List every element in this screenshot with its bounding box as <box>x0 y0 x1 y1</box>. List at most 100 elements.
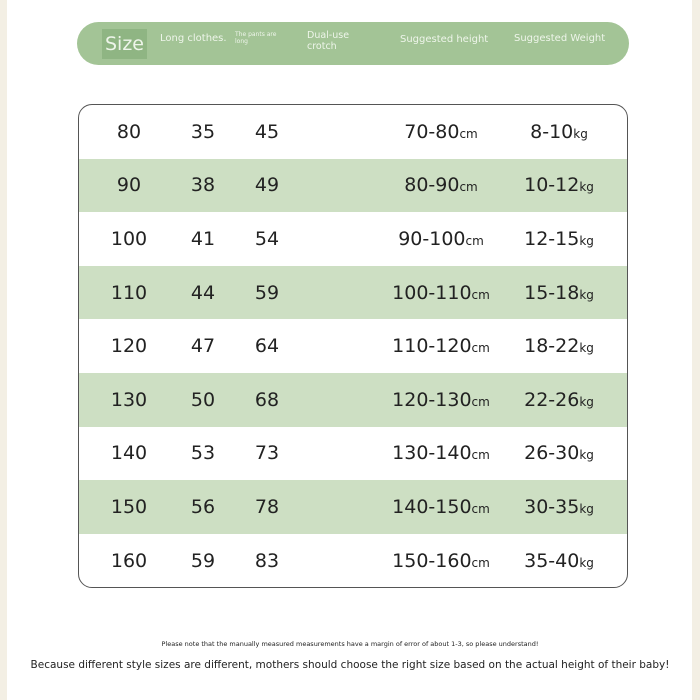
cell-size: 160 <box>111 550 147 572</box>
cell-pants-long-value: 54 <box>254 227 280 250</box>
table-row: 150 56 78 140-150cm 30-35kg <box>79 480 627 534</box>
cell-suggested-weight-value: 10-12 <box>524 174 580 197</box>
cell-size: 100 <box>111 228 147 250</box>
table-row: 90 38 49 80-90cm 10-12kg <box>79 158 627 213</box>
table-row: 140 53 73 130-140cm 26-30kg <box>79 427 627 481</box>
right-border <box>692 0 700 700</box>
cell-suggested-height-value: 90-100 <box>398 227 466 250</box>
header-long-clothes: Long clothes. <box>160 33 227 44</box>
cell-pants-long-value: 49 <box>254 174 280 197</box>
cell-size-value: 140 <box>110 442 148 465</box>
cell-long-clothes: 53 <box>191 442 215 464</box>
advice-note: Because different style sizes are differ… <box>30 659 670 671</box>
unit-label: kg <box>579 180 594 195</box>
unit-label: kg <box>573 126 588 141</box>
size-table: 80 35 45 70-80cm 8-10kg 90 38 49 80-90cm 10-12kg 1… <box>78 104 628 588</box>
cell-pants-long: 68 <box>255 389 279 411</box>
cell-suggested-height-value: 70-80 <box>404 120 460 143</box>
header-pants-long: The pants are long <box>235 31 277 45</box>
cell-suggested-height-value: 110-120 <box>392 335 472 358</box>
cell-suggested-height: 140-150cm <box>392 496 490 518</box>
unit-label: cm <box>471 501 490 516</box>
cell-suggested-height: 130-140cm <box>392 442 490 464</box>
cell-long-clothes: 56 <box>191 496 215 518</box>
cell-suggested-weight: 10-12kg <box>524 174 594 196</box>
table-row: 100 41 54 90-100cm 12-15kg <box>79 212 627 266</box>
cell-suggested-weight-value: 26-30 <box>524 442 580 465</box>
cell-size-value: 150 <box>110 495 148 518</box>
cell-suggested-height: 120-130cm <box>392 389 490 411</box>
cell-size: 90 <box>117 174 141 196</box>
cell-long-clothes: 50 <box>191 389 215 411</box>
cell-pants-long-value: 83 <box>254 549 280 572</box>
cell-long-clothes-value: 56 <box>190 495 216 518</box>
table-row: 80 35 45 70-80cm 8-10kg <box>79 105 627 159</box>
cell-suggested-height: 100-110cm <box>392 282 490 304</box>
cell-long-clothes-value: 38 <box>190 174 216 197</box>
cell-suggested-weight-value: 22-26 <box>524 388 580 411</box>
cell-long-clothes: 59 <box>191 550 215 572</box>
unit-label: kg <box>579 341 594 356</box>
unit-label: cm <box>459 126 478 141</box>
cell-suggested-weight: 22-26kg <box>524 389 594 411</box>
cell-suggested-height-value: 150-160 <box>392 549 472 572</box>
cell-suggested-height-value: 120-130 <box>392 388 472 411</box>
unit-label: kg <box>579 394 594 409</box>
cell-long-clothes: 41 <box>191 228 215 250</box>
cell-pants-long: 78 <box>255 496 279 518</box>
left-border <box>0 0 7 700</box>
cell-size: 150 <box>111 496 147 518</box>
cell-size-value: 110 <box>110 281 148 304</box>
cell-long-clothes-value: 41 <box>190 227 216 250</box>
unit-label: kg <box>579 233 594 248</box>
table-header: Size Long clothes. The pants are long Du… <box>77 22 629 65</box>
cell-long-clothes-value: 35 <box>190 120 216 143</box>
cell-suggested-height-value: 130-140 <box>392 442 472 465</box>
cell-pants-long: 64 <box>255 335 279 357</box>
cell-suggested-height: 80-90cm <box>404 174 478 196</box>
cell-suggested-height: 110-120cm <box>392 335 490 357</box>
cell-suggested-weight: 15-18kg <box>524 282 594 304</box>
cell-size-value: 130 <box>110 388 148 411</box>
cell-size: 120 <box>111 335 147 357</box>
cell-pants-long-value: 68 <box>254 388 280 411</box>
cell-size-value: 100 <box>110 227 148 250</box>
cell-long-clothes: 44 <box>191 282 215 304</box>
cell-pants-long: 49 <box>255 174 279 196</box>
cell-size-value: 80 <box>116 120 142 143</box>
cell-suggested-weight: 18-22kg <box>524 335 594 357</box>
cell-size: 130 <box>111 389 147 411</box>
cell-long-clothes: 35 <box>191 121 215 143</box>
cell-pants-long-value: 78 <box>254 495 280 518</box>
cell-size-value: 120 <box>110 335 148 358</box>
unit-label: cm <box>471 394 490 409</box>
unit-label: cm <box>471 341 490 356</box>
cell-pants-long-value: 59 <box>254 281 280 304</box>
header-suggested-height: Suggested height <box>400 34 489 45</box>
unit-label: kg <box>579 287 594 302</box>
cell-suggested-height: 150-160cm <box>392 550 490 572</box>
cell-size-value: 160 <box>110 549 148 572</box>
cell-suggested-weight: 26-30kg <box>524 442 594 464</box>
table-row: 130 50 68 120-130cm 22-26kg <box>79 372 627 427</box>
cell-suggested-weight: 35-40kg <box>524 550 594 572</box>
cell-suggested-weight-value: 12-15 <box>524 227 580 250</box>
cell-pants-long-value: 45 <box>254 120 280 143</box>
cell-size-value: 90 <box>116 174 142 197</box>
margin-note: Please note that the manually measured m… <box>161 640 539 648</box>
cell-suggested-weight: 12-15kg <box>524 228 594 250</box>
cell-long-clothes-value: 50 <box>190 388 216 411</box>
unit-label: cm <box>471 287 490 302</box>
cell-size: 80 <box>117 121 141 143</box>
cell-suggested-height-value: 80-90 <box>404 174 460 197</box>
cell-suggested-weight-value: 15-18 <box>524 281 580 304</box>
cell-suggested-weight: 30-35kg <box>524 496 594 518</box>
cell-suggested-height-value: 100-110 <box>392 281 472 304</box>
cell-suggested-weight-value: 18-22 <box>524 335 580 358</box>
table-row: 110 44 59 100-110cm 15-18kg <box>79 265 627 320</box>
cell-suggested-height: 90-100cm <box>398 228 484 250</box>
cell-pants-long: 83 <box>255 550 279 572</box>
cell-long-clothes-value: 44 <box>190 281 216 304</box>
cell-pants-long: 45 <box>255 121 279 143</box>
cell-suggested-height: 70-80cm <box>404 121 478 143</box>
